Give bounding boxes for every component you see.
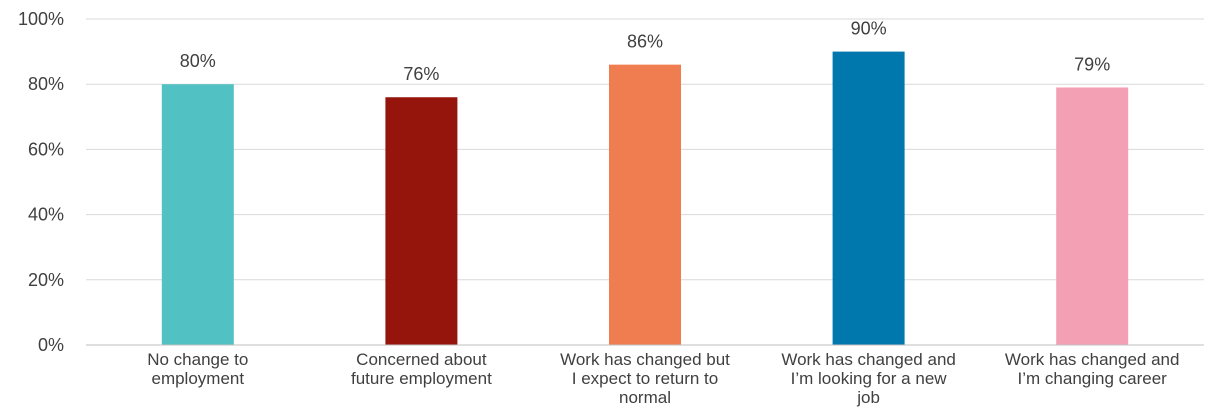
bar: [609, 64, 681, 345]
bar: [385, 97, 458, 346]
data-label: 76%: [403, 64, 439, 84]
data-label: 90%: [851, 19, 887, 39]
data-label: 79%: [1074, 54, 1110, 74]
bar: [1056, 87, 1129, 346]
y-tick-label: 100%: [18, 9, 64, 29]
y-axis-ticks: 0% 20% 40% 60% 80% 100%: [18, 9, 64, 355]
y-tick-label: 60%: [28, 139, 64, 159]
x-tick-label: Work has changed but I expect to return t…: [560, 350, 730, 407]
x-tick-label: Concerned about future employment: [351, 350, 492, 388]
y-tick-label: 40%: [28, 205, 64, 225]
y-tick-label: 0%: [38, 335, 64, 355]
x-tick-label: No change to employment: [147, 350, 248, 388]
bars: [161, 51, 1129, 346]
bar: [161, 84, 234, 345]
data-labels: 80% 76% 86% 90% 79%: [180, 19, 1110, 85]
data-label: 80%: [180, 51, 216, 71]
x-axis-labels: No change to employment Concerned about fut…: [147, 350, 1179, 407]
y-tick-label: 80%: [28, 74, 64, 94]
x-tick-label: Work has changed and I’m looking for a ne…: [781, 350, 956, 407]
x-tick-label: Work has changed and I’m changing career: [1005, 350, 1180, 388]
data-label: 86%: [627, 32, 663, 52]
y-tick-label: 20%: [28, 270, 64, 290]
bar: [832, 51, 905, 345]
